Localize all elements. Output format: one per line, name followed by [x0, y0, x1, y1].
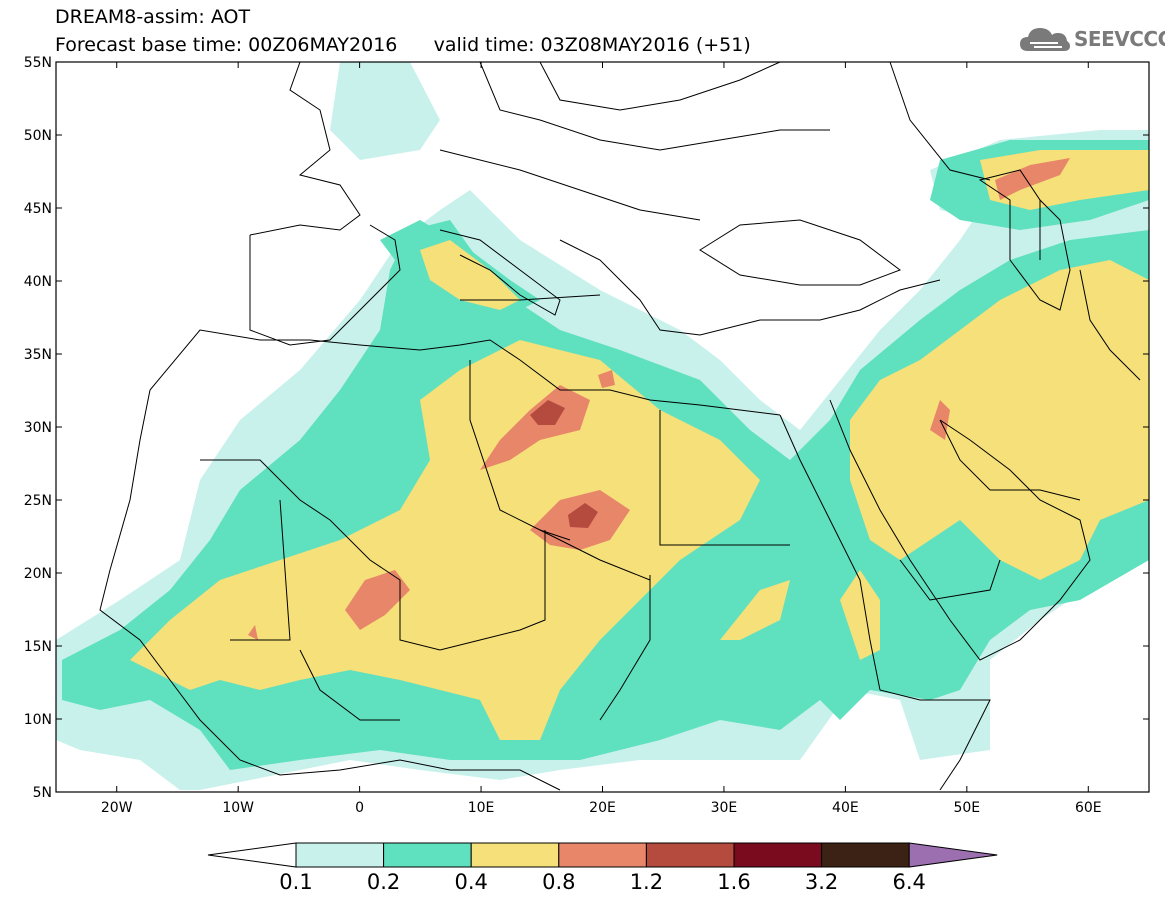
lat-tick: 30N: [24, 420, 1149, 436]
lon-tick: 40E: [832, 62, 859, 816]
forecast-time-subtitle: Forecast base time: 00Z06MAY2016 valid t…: [55, 34, 751, 56]
colorbar-swatch: [558, 842, 647, 868]
lat-tick: 25N: [24, 493, 1149, 509]
lon-tick-label: 10E: [468, 800, 495, 816]
colorbar-label: 0.8: [542, 870, 576, 894]
lon-tick-label: 20E: [589, 800, 616, 816]
colorbar-label: 0.4: [454, 870, 488, 894]
lat-tick-label: 30N: [24, 420, 52, 436]
lat-tick: 15N: [24, 639, 1149, 655]
lon-tick-label: 10W: [222, 800, 254, 816]
lon-tick: 0: [355, 62, 364, 816]
lon-tick: 60E: [1075, 62, 1102, 816]
lat-tick-label: 45N: [24, 201, 52, 217]
colorbar-swatch: [470, 842, 560, 868]
lon-tick-label: 20W: [101, 800, 133, 816]
lat-tick-label: 25N: [24, 493, 52, 509]
lat-tick-label: 55N: [24, 55, 52, 71]
lon-tick-label: 50E: [953, 800, 980, 816]
lat-tick: 10N: [24, 712, 1149, 728]
longitude-axis: 20W 10W 0 10E 20E 30E 40E 50E 60E: [101, 62, 1102, 816]
lon-tick-label: 40E: [832, 800, 859, 816]
lon-tick: 20E: [589, 62, 616, 816]
colorbar: [207, 842, 998, 868]
colorbar-swatch: [821, 842, 910, 868]
lat-tick-label: 5N: [33, 785, 52, 801]
lat-tick-label: 40N: [24, 274, 52, 290]
lat-tick-label: 35N: [24, 347, 52, 363]
logo-text: SEEVCCC: [1074, 27, 1165, 51]
colorbar-label: 1.2: [629, 870, 664, 894]
lat-tick-label: 10N: [24, 712, 52, 728]
colorbar-swatch: [383, 842, 472, 868]
lon-tick: 10E: [468, 62, 495, 816]
lat-tick: 45N: [24, 201, 1149, 217]
lat-tick-label: 15N: [24, 639, 52, 655]
lat-tick: 5N: [33, 785, 1149, 801]
lat-tick: 50N: [24, 128, 1149, 144]
coastlines-and-borders: [99, 62, 1141, 791]
colorbar-label: 3.2: [804, 870, 839, 894]
lat-tick: 40N: [24, 274, 1149, 290]
seevccc-logo: SEEVCCC: [1018, 23, 1165, 55]
lat-tick: 20N: [24, 566, 1149, 582]
lat-tick-label: 20N: [24, 566, 52, 582]
colorbar-label: 0.2: [366, 870, 401, 894]
lon-tick: 30E: [711, 62, 738, 816]
colorbar-min-arrow: [207, 842, 297, 868]
lon-tick-label: 0: [355, 800, 364, 816]
lon-tick: 10W: [222, 62, 254, 816]
colorbar-label: 1.6: [717, 870, 751, 894]
latitude-axis: 55N 50N 45N 40N 35N 30N 25N 20N 15N 10N 5N: [24, 55, 1149, 801]
lon-tick: 20W: [101, 62, 133, 816]
cloud-icon: [1020, 28, 1070, 51]
lat-tick-label: 50N: [24, 128, 52, 144]
aot-contours: [56, 62, 1149, 790]
colorbar-max-arrow: [908, 842, 998, 868]
lat-tick: 55N: [24, 55, 1149, 71]
lat-tick: 35N: [24, 347, 1149, 363]
colorbar-swatch: [645, 842, 735, 868]
lon-tick-label: 60E: [1075, 800, 1102, 816]
colorbar-label: 6.4: [892, 870, 926, 894]
lon-tick: 50E: [953, 62, 980, 816]
colorbar-label: 0.1: [279, 870, 313, 894]
colorbar-swatch: [733, 842, 823, 868]
map-title: DREAM8-assim: AOT: [55, 6, 251, 28]
colorbar-swatch: [295, 842, 385, 868]
lon-tick-label: 30E: [711, 800, 738, 816]
